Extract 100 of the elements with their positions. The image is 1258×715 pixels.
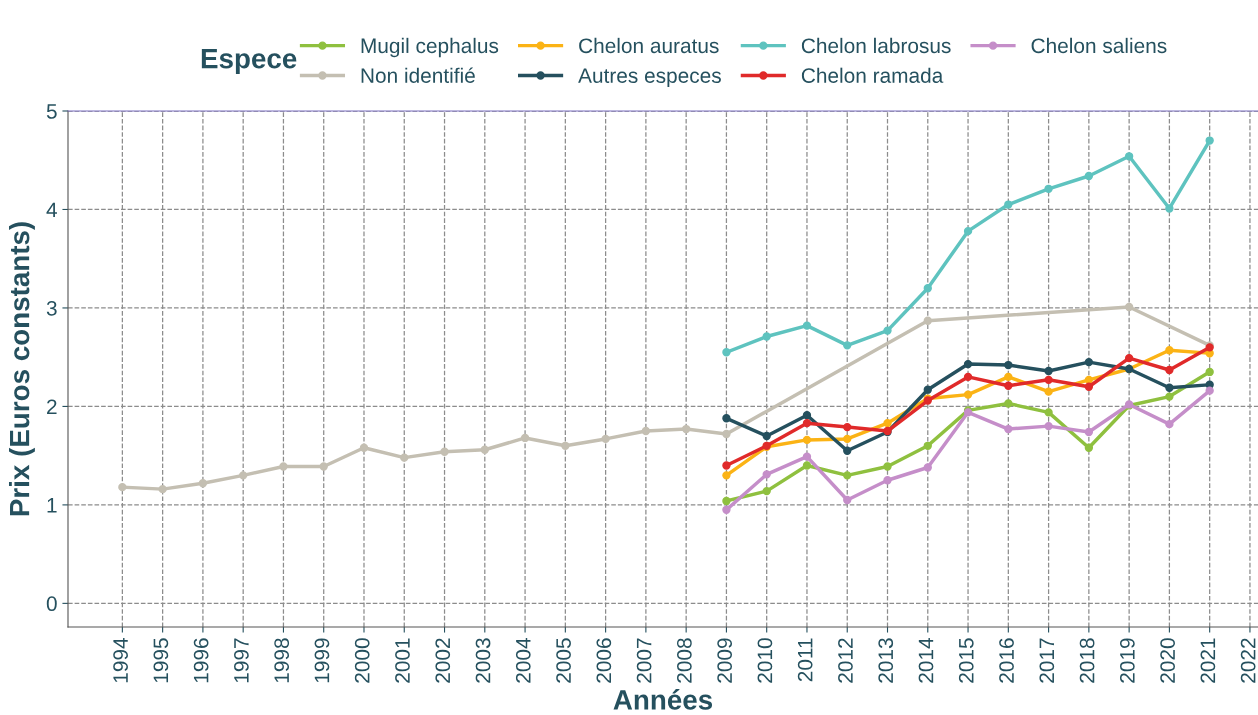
point xyxy=(843,434,852,444)
point xyxy=(883,476,892,485)
point xyxy=(520,433,530,443)
x-tick-label: 1994 xyxy=(113,638,128,683)
point xyxy=(802,411,812,420)
point xyxy=(923,316,932,325)
x-tick-label: 2022 xyxy=(1240,638,1256,683)
point xyxy=(1044,421,1053,431)
legend-title: Espece xyxy=(201,49,297,74)
legend-label: Chelon ramada xyxy=(801,67,944,83)
point xyxy=(1044,387,1053,396)
point xyxy=(440,447,449,456)
point xyxy=(1004,424,1013,434)
point xyxy=(1165,365,1174,375)
point xyxy=(158,484,167,494)
x-tick-label: 2015 xyxy=(958,638,974,683)
x-tick-label: 2011 xyxy=(797,638,813,682)
point xyxy=(561,441,570,450)
legend-label: Non identifié xyxy=(361,67,475,83)
point xyxy=(722,505,731,514)
point xyxy=(1165,383,1174,392)
point xyxy=(762,486,771,496)
x-tick-label: 2016 xyxy=(999,638,1014,683)
x-tick-label: 1995 xyxy=(153,638,169,683)
x-tick-label: 2013 xyxy=(878,638,894,683)
point xyxy=(963,372,973,382)
point xyxy=(1124,302,1134,312)
y-tick-label: 1 xyxy=(47,498,57,513)
point xyxy=(641,426,651,436)
point xyxy=(319,462,328,471)
point xyxy=(802,435,812,445)
point xyxy=(963,226,973,236)
point xyxy=(843,422,852,432)
point xyxy=(1205,386,1214,395)
point xyxy=(359,443,369,452)
x-tick-label: 2003 xyxy=(475,638,491,683)
point xyxy=(1084,382,1094,391)
point xyxy=(1165,392,1174,401)
point xyxy=(1084,171,1094,181)
x-tick-label: 2008 xyxy=(677,638,692,683)
x-tick-label: 2020 xyxy=(1160,638,1175,683)
x-tick-label: 2018 xyxy=(1079,638,1095,683)
point xyxy=(963,359,973,369)
legend-label: Chelon saliens xyxy=(1031,37,1167,54)
y-axis-title: Prix (Euros constants) xyxy=(8,222,35,516)
legend-label: Chelon auratus xyxy=(579,37,719,54)
legend-label: Chelon labrosus xyxy=(801,37,951,54)
x-tick-label: 2010 xyxy=(757,638,773,683)
point xyxy=(722,414,731,423)
x-tick-label: 1997 xyxy=(234,638,249,683)
point xyxy=(1004,399,1013,408)
point xyxy=(843,471,852,480)
point xyxy=(963,390,973,399)
point xyxy=(1044,184,1053,193)
x-tick-label: 2006 xyxy=(596,638,612,683)
x-tick-label: 2019 xyxy=(1119,638,1135,683)
x-tick-label: 2017 xyxy=(1039,638,1055,683)
x-tick-label: 2014 xyxy=(918,638,934,683)
point xyxy=(1205,136,1214,145)
point xyxy=(843,341,852,350)
point xyxy=(1004,360,1013,370)
x-tick-label: 1998 xyxy=(274,638,290,683)
x-tick-label: 2021 xyxy=(1200,638,1216,683)
x-tick-label: 1999 xyxy=(314,638,330,683)
point xyxy=(883,418,892,428)
legend-label: Mugil cephalus xyxy=(361,37,499,58)
point xyxy=(843,446,852,455)
point xyxy=(923,463,932,472)
point xyxy=(843,495,852,505)
point xyxy=(1084,427,1094,437)
point xyxy=(1004,372,1013,382)
point xyxy=(722,461,731,470)
point xyxy=(480,445,489,454)
x-tick-label: 2004 xyxy=(515,638,531,683)
point xyxy=(722,348,731,357)
point xyxy=(601,434,610,444)
point xyxy=(722,496,731,506)
point xyxy=(279,462,288,471)
point xyxy=(802,461,812,470)
point xyxy=(762,431,771,441)
point xyxy=(1205,367,1214,377)
y-tick-label: 0 xyxy=(46,596,57,612)
point xyxy=(802,452,812,461)
x-tick-label: 2000 xyxy=(354,638,370,683)
legend-label: Autres especes xyxy=(578,68,721,88)
point xyxy=(802,321,812,330)
x-tick-label: 2012 xyxy=(838,638,853,683)
point xyxy=(923,441,932,450)
x-tick-label: 2005 xyxy=(556,638,571,683)
x-axis-title: Années xyxy=(613,689,713,710)
point xyxy=(1044,375,1053,384)
x-tick-label: 2001 xyxy=(395,638,410,683)
point xyxy=(1124,354,1134,363)
point xyxy=(722,471,731,480)
point xyxy=(681,424,691,434)
x-tick-label: 2009 xyxy=(717,638,733,683)
point xyxy=(802,418,812,428)
y-tick-label: 3 xyxy=(46,300,57,316)
y-tick-label: 2 xyxy=(47,399,57,414)
point xyxy=(1004,200,1013,209)
